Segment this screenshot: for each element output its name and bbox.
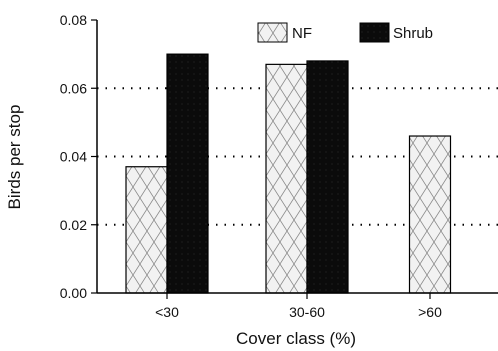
legend-nf-swatch	[257, 22, 288, 43]
legend-nf-label: NF	[292, 25, 312, 42]
bar-nf	[265, 63, 308, 294]
bar-shrub	[306, 60, 349, 294]
bar-shrub	[166, 53, 209, 294]
y-axis-title: Birds per stop	[5, 105, 24, 210]
y-ticks: 0.00 0.02 0.04 0.06 0.08	[60, 12, 97, 301]
bar-nf	[408, 135, 452, 294]
y-tick-label: 0.04	[60, 149, 87, 165]
y-tick-label: 0.08	[60, 12, 87, 28]
legend: NF Shrub	[257, 22, 433, 43]
y-tick-label: 0.02	[60, 217, 87, 233]
x-ticks: <30 30-60 >60	[155, 293, 442, 320]
x-axis-title: Cover class (%)	[236, 329, 356, 348]
y-tick-label: 0.06	[60, 80, 87, 96]
bars	[125, 53, 452, 294]
y-tick-label: 0.00	[60, 285, 87, 301]
x-tick-label: >60	[418, 304, 442, 320]
x-tick-label: 30-60	[289, 304, 325, 320]
bar-nf	[125, 166, 168, 294]
legend-shrub-swatch	[359, 22, 390, 43]
legend-shrub-label: Shrub	[393, 25, 433, 42]
x-tick-label: <30	[155, 304, 179, 320]
